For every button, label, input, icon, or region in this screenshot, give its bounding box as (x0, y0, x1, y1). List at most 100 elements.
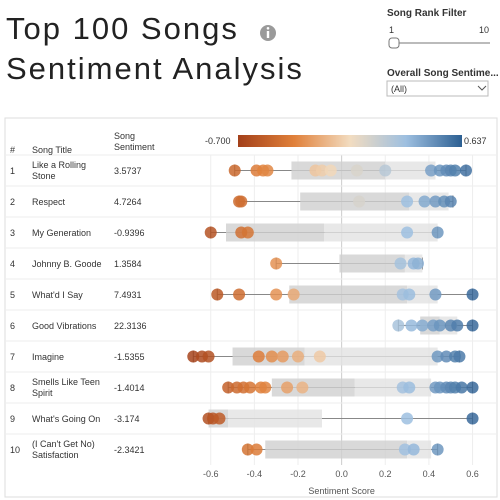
box-upper (304, 347, 438, 366)
rank: 3 (10, 227, 16, 238)
rank: 10 (10, 444, 21, 455)
box-upper (324, 223, 438, 242)
dot (466, 412, 479, 425)
dot (407, 443, 420, 456)
box-upper (228, 409, 322, 428)
rank: 5 (10, 289, 16, 300)
rank: 7 (10, 351, 16, 362)
dot (403, 381, 416, 394)
dot (353, 195, 366, 208)
x-axis-title: Sentiment Score (308, 486, 375, 496)
dot (187, 350, 200, 363)
title: Top 100 Songs (6, 11, 239, 46)
x-tick-label: -0.6 (203, 469, 219, 479)
dot (412, 257, 424, 270)
slider-max: 10 (479, 25, 490, 35)
song-sentiment: -0.9396 (114, 227, 145, 238)
song-title: Imagine (32, 351, 65, 362)
dot (296, 381, 309, 394)
dot (324, 164, 337, 177)
dot (244, 381, 256, 394)
dot (250, 443, 263, 456)
song-sentiment: -2.3421 (114, 444, 145, 455)
box-lower (289, 285, 408, 304)
dot (350, 164, 363, 177)
dot (394, 257, 407, 270)
dot (316, 164, 328, 177)
dot (431, 226, 444, 239)
column-header: # (10, 145, 16, 155)
color-legend (238, 135, 462, 147)
dot (455, 381, 468, 394)
dot (252, 350, 265, 363)
dot (204, 226, 217, 239)
filter-label: Song Rank Filter (387, 8, 467, 19)
song-title: (I Can't Get No) Satisfaction (32, 438, 95, 460)
dot (261, 164, 274, 177)
dot (460, 164, 472, 177)
dot (403, 288, 416, 301)
dot (401, 195, 414, 208)
dot (444, 195, 457, 208)
rank: 8 (10, 382, 16, 393)
dot (211, 288, 224, 301)
dot (433, 319, 446, 332)
x-tick-label: 0.2 (379, 469, 392, 479)
dot (287, 288, 300, 301)
dot (398, 443, 411, 456)
dot (235, 195, 248, 208)
dot (431, 443, 444, 456)
box-upper (407, 285, 438, 304)
song-title: What'd I Say (32, 289, 83, 300)
dot (416, 319, 429, 332)
dot (281, 381, 294, 394)
title: Sentiment Analysis (6, 51, 304, 86)
dropdown-arrow (477, 85, 487, 91)
dot (449, 164, 462, 177)
slider-min: 1 (389, 25, 395, 35)
dot (270, 257, 283, 270)
x-tick-label: 0.0 (335, 469, 348, 479)
dot (379, 164, 392, 177)
song-title: Smells Like Teen Spirit (32, 376, 100, 398)
box-lower (339, 254, 405, 273)
song-title: My Generation (32, 227, 92, 238)
song-sentiment: 22.3136 (114, 320, 147, 331)
panel-border (4, 117, 498, 498)
dot (313, 350, 326, 363)
x-tick-label: -0.2 (290, 469, 306, 479)
dot (233, 288, 246, 301)
song-sentiment: 7.4931 (114, 289, 142, 300)
dot (418, 195, 431, 208)
rank: 9 (10, 413, 16, 424)
column-header: Song Sentiment (114, 131, 155, 152)
dot (276, 350, 289, 363)
dot (405, 319, 418, 332)
song-sentiment: 4.7264 (114, 196, 142, 207)
dot (440, 350, 453, 363)
dropdown[interactable] (386, 80, 489, 97)
legend-max: 0.637 (464, 136, 487, 146)
dot (241, 226, 254, 239)
song-sentiment: 3.5737 (114, 165, 142, 176)
filter-label: Overall Song Sentime... (387, 68, 499, 79)
song-title: Like a Rolling Stone (32, 159, 87, 181)
legend-min: -0.700 (205, 136, 231, 146)
dot (466, 288, 479, 301)
dot (425, 164, 438, 177)
rank: 1 (10, 165, 16, 176)
song-title: Good Vibrations (32, 320, 97, 331)
dot (222, 381, 235, 394)
dropdown-value[interactable]: (All) (391, 84, 407, 94)
rank: 2 (10, 196, 16, 207)
dot (401, 226, 414, 239)
slider-handle[interactable] (388, 37, 400, 49)
dot (431, 350, 444, 363)
box-lower (271, 378, 355, 397)
dot (202, 350, 215, 363)
x-tick-label: 0.6 (466, 469, 479, 479)
dot (429, 288, 442, 301)
dot (451, 319, 464, 332)
